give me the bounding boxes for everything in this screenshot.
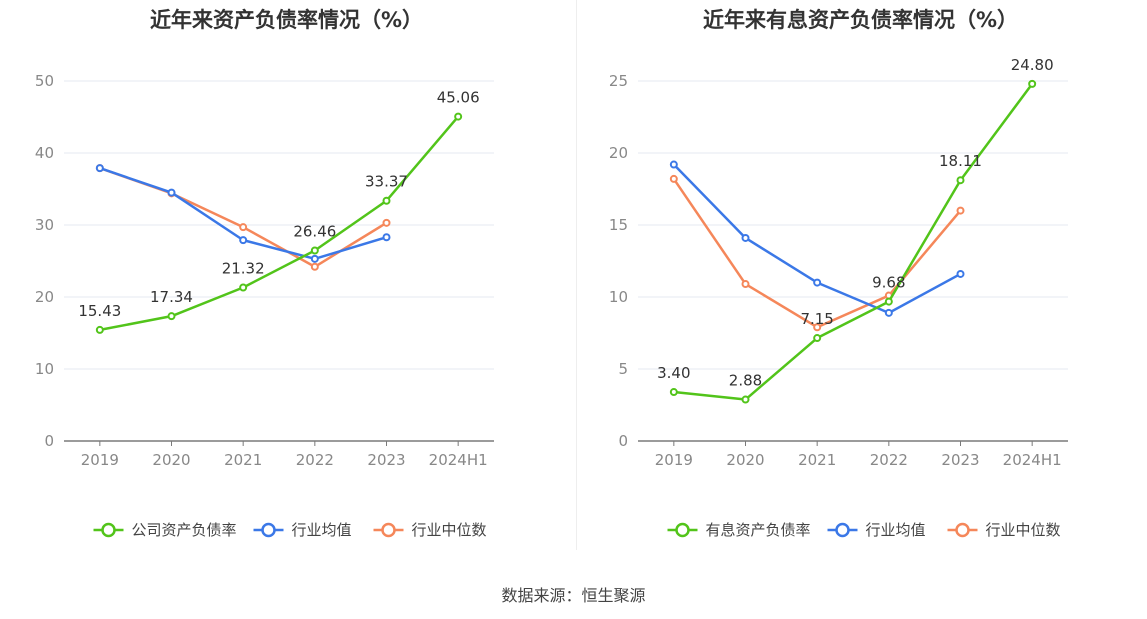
x-tick-label: 2022 (296, 451, 334, 469)
data-point (167, 312, 176, 321)
x-tick-label: 2023 (941, 451, 979, 469)
x-tick-label: 2020 (726, 451, 764, 469)
x-tick-label: 2023 (367, 451, 405, 469)
data-point (669, 174, 678, 183)
data-label: 2.88 (729, 372, 762, 390)
data-label: 9.68 (872, 274, 905, 292)
chart-title: 近年来有息资产负债率情况（%） (702, 8, 1019, 32)
y-tick-label: 30 (35, 216, 54, 234)
legend-label: 行业中位数 (986, 521, 1061, 539)
y-tick-label: 50 (35, 72, 54, 90)
x-tick-label: 2019 (655, 451, 693, 469)
data-point (669, 388, 678, 397)
legend-label: 行业均值 (292, 521, 352, 539)
data-point (454, 112, 463, 121)
data-point (239, 283, 248, 292)
x-tick-label: 2019 (81, 451, 119, 469)
y-tick-label: 10 (35, 360, 54, 378)
data-label: 18.11 (939, 152, 982, 170)
legend-item: 有息资产负债率 (667, 521, 811, 539)
legend-label: 行业均值 (866, 521, 926, 539)
x-tick-label: 2022 (870, 451, 908, 469)
data-point (382, 233, 391, 242)
data-point (239, 223, 248, 232)
legend-label: 有息资产负债率 (706, 521, 811, 539)
data-point (813, 278, 822, 287)
y-tick-label: 20 (609, 144, 628, 162)
data-point (884, 308, 893, 317)
legend-item: 行业中位数 (947, 521, 1061, 539)
y-tick-label: 20 (35, 288, 54, 306)
data-point (956, 269, 965, 278)
y-tick-label: 5 (618, 360, 628, 378)
data-point (669, 160, 678, 169)
chart-plot: 0 5 10 15 20 25 2019 2020 2021 2022 2023 2024H1 3.40… (609, 56, 1068, 539)
legend-item: 行业均值 (253, 521, 352, 539)
series-line (672, 163, 962, 315)
data-label: 33.37 (365, 173, 408, 191)
x-tick-label: 2024H1 (1003, 451, 1062, 469)
data-label: 24.80 (1011, 56, 1054, 74)
x-tick-label: 2021 (798, 451, 836, 469)
y-tick-label: 40 (35, 144, 54, 162)
data-point (741, 233, 750, 242)
data-point (956, 176, 965, 185)
chart-title: 近年来资产负债率情况（%） (149, 8, 424, 32)
data-label: 26.46 (293, 222, 336, 240)
y-tick-label: 25 (609, 72, 628, 90)
data-point (382, 196, 391, 205)
x-tick-label: 2021 (224, 451, 262, 469)
legend-marker (101, 522, 116, 538)
legend-marker (675, 522, 690, 538)
legend-marker (955, 522, 970, 538)
data-point (884, 297, 893, 306)
y-tick-label: 15 (609, 216, 628, 234)
data-point (741, 395, 750, 404)
legend-item: 公司资产负债率 (93, 521, 237, 539)
chart-plot: 0 10 20 30 40 50 2019 2020 2021 2022 2023 2024H1 15.… (35, 72, 494, 539)
y-tick-label: 0 (44, 432, 54, 450)
data-point (1028, 79, 1037, 88)
legend-item: 行业中位数 (373, 521, 487, 539)
legend-label: 公司资产负债率 (132, 521, 237, 539)
data-label: 17.34 (150, 288, 193, 306)
legend-label: 行业中位数 (412, 521, 487, 539)
x-tick-label: 2020 (152, 451, 190, 469)
data-point (239, 236, 248, 245)
data-point (310, 254, 319, 263)
data-label: 7.15 (800, 310, 833, 328)
legend-marker (835, 522, 850, 538)
legend-item: 行业均值 (827, 521, 926, 539)
data-point (95, 164, 104, 173)
data-point (382, 218, 391, 227)
data-label: 21.32 (222, 259, 265, 277)
chart-panel-interest-debt-ratio: 近年来有息资产负债率情况（%） 0 5 10 15 20 25 2019 2020 2021 20… (574, 0, 1147, 560)
chart-panel-debt-ratio: 近年来资产负债率情况（%） 0 10 20 30 40 50 2019 2020 2021 202… (0, 0, 573, 560)
data-point (813, 323, 822, 332)
data-point (167, 188, 176, 197)
data-point (310, 246, 319, 255)
panel-divider (576, 0, 577, 550)
data-point (956, 206, 965, 215)
series-line (673, 83, 1034, 401)
legend-marker (261, 522, 276, 538)
data-point (813, 334, 822, 343)
data-label: 45.06 (437, 89, 480, 107)
data-point (95, 325, 104, 334)
x-tick-label: 2024H1 (429, 451, 488, 469)
data-point (310, 262, 319, 271)
y-tick-label: 10 (609, 288, 628, 306)
series-line (99, 166, 387, 261)
data-label: 3.40 (657, 364, 690, 382)
data-label: 15.43 (78, 302, 121, 320)
data-point (741, 280, 750, 289)
data-source-note: 数据来源：恒生聚源 (501, 586, 646, 605)
y-tick-label: 0 (618, 432, 628, 450)
series-line (99, 115, 460, 332)
legend-marker (381, 522, 396, 538)
